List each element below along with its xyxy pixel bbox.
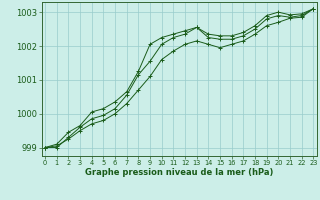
- X-axis label: Graphe pression niveau de la mer (hPa): Graphe pression niveau de la mer (hPa): [85, 168, 273, 177]
